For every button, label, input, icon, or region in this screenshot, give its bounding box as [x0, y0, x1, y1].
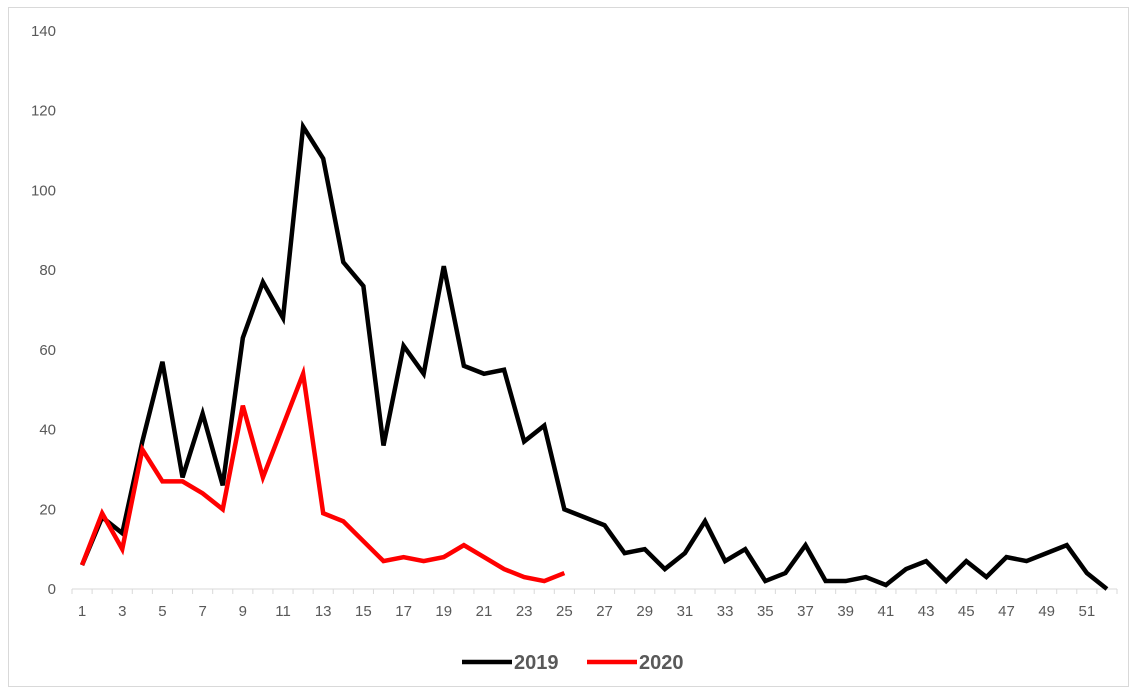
- x-tick-label: 37: [797, 603, 814, 620]
- x-tick-label: 9: [239, 603, 247, 620]
- series-line-2020: [79, 364, 566, 584]
- x-tick-label: 29: [636, 603, 653, 620]
- y-tick-label: 20: [39, 501, 56, 518]
- x-tick-label: 35: [757, 603, 774, 620]
- x-tick-label: 45: [958, 603, 975, 620]
- x-tick-label: 1: [78, 603, 86, 620]
- y-tick-label: 100: [31, 182, 56, 199]
- x-tick-label: 49: [1038, 603, 1055, 620]
- y-tick-label: 140: [31, 23, 56, 40]
- chart-frame: 0 20 40 60 80 100 120 140 1 3 5 7 9 11 13 15 17 19 21 23 25…: [8, 7, 1129, 687]
- x-tick-label: 23: [516, 603, 533, 620]
- x-tick-label: 19: [435, 603, 452, 620]
- x-tick-label: 13: [315, 603, 332, 620]
- x-tick-label: 39: [837, 603, 854, 620]
- x-tick-label: 11: [275, 603, 291, 620]
- x-tick-label: 17: [395, 603, 412, 620]
- x-tick-label: 15: [355, 603, 372, 620]
- x-tick-label: 47: [998, 603, 1015, 620]
- series-layer: [79, 119, 1109, 591]
- y-tick-label: 0: [48, 581, 56, 598]
- legend: 2019 2020: [462, 652, 684, 674]
- legend-label-2019: 2019: [514, 652, 559, 674]
- y-tick-label: 120: [31, 103, 56, 120]
- x-tick-label: 43: [918, 603, 935, 620]
- x-tick-label: 51: [1079, 603, 1096, 620]
- x-tick-label: 5: [158, 603, 166, 620]
- x-tick-label: 3: [118, 603, 126, 620]
- x-tick-label: 7: [198, 603, 206, 620]
- y-tick-label: 40: [39, 422, 56, 439]
- x-tick-label: 33: [717, 603, 734, 620]
- y-tick-label: 60: [39, 342, 56, 359]
- x-tick-label: 25: [556, 603, 573, 620]
- x-tick-label: 41: [878, 603, 895, 620]
- x-axis-ticks: 1 3 5 7 9 11 13 15 17 19 21 23 25 27 29 31 33 35 37 39 41 43 4…: [71, 589, 1118, 620]
- y-axis-ticks: 0 20 40 60 80 100 120 140: [31, 23, 56, 598]
- series-line-2019: [79, 119, 1109, 591]
- x-tick-label: 21: [476, 603, 493, 620]
- y-tick-label: 80: [39, 262, 56, 279]
- x-tick-label: 27: [596, 603, 613, 620]
- legend-label-2020: 2020: [639, 652, 684, 674]
- x-tick-label: 31: [677, 603, 694, 620]
